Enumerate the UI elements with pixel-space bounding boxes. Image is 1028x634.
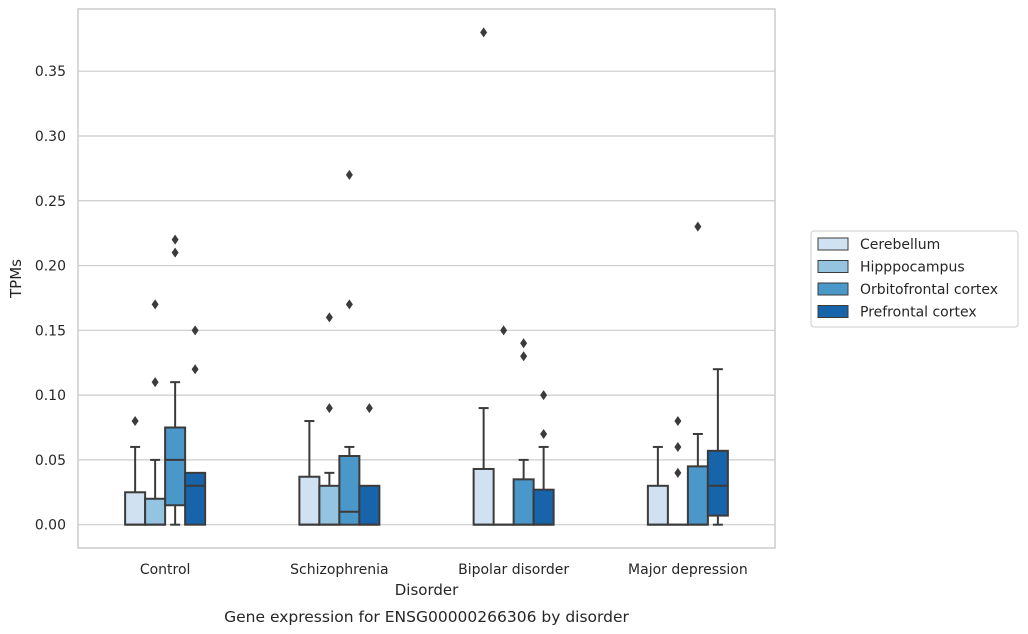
box-cerebellum: [646, 445, 669, 526]
y-tick-labels: 0.00 0.05 0.10 0.15 0.20 0.25 0.30 0.35: [35, 64, 66, 533]
outlier-point: [674, 441, 682, 452]
outlier-point: [694, 221, 702, 232]
x-tick-label: Schizophrenia: [290, 562, 388, 578]
box-body: [706, 449, 729, 517]
box-body: [184, 471, 207, 526]
outlier-point: [540, 390, 548, 401]
box-body: [124, 491, 147, 526]
legend: Cerebellum Hipppocampus Orbitofrontal cort…: [810, 230, 1019, 328]
y-tick-label: 0.05: [35, 453, 66, 469]
y-axis-label: TPMs: [7, 259, 25, 299]
x-tick-labels: Control Schizophrenia Bipolar disorder Majo…: [140, 562, 748, 578]
outlier-point: [674, 416, 682, 427]
outlier-point: [325, 403, 333, 414]
outlier-point: [365, 403, 373, 414]
box-cerebellum: [124, 416, 147, 526]
box-body: [646, 484, 669, 526]
outlier-point: [345, 169, 353, 180]
box-body: [686, 465, 709, 526]
y-tick-label: 0.30: [35, 129, 66, 145]
legend-label: Hipppocampus: [860, 260, 965, 276]
outlier-point: [131, 416, 139, 427]
x-tick-label: Bipolar disorder: [458, 562, 569, 578]
legend-label: Orbitofrontal cortex: [860, 282, 998, 298]
box-body: [512, 478, 535, 526]
legend-items: Cerebellum Hipppocampus Orbitofrontal cort…: [817, 237, 998, 321]
box-prefrontal-cortex: [358, 403, 381, 526]
legend-label: Cerebellum: [860, 237, 940, 253]
box-body: [298, 475, 321, 526]
y-tick-label: 0.25: [35, 194, 66, 210]
box-orbitofrontal-cortex: [686, 221, 709, 526]
y-tick-label: 0.15: [35, 323, 66, 339]
box-orbitofrontal-cortex: [512, 338, 535, 526]
plot-frame: [77, 8, 776, 549]
legend-swatch: [817, 282, 849, 296]
box-prefrontal-cortex: [532, 390, 555, 526]
x-tick-label: Control: [140, 562, 191, 578]
box-body: [164, 426, 187, 507]
box-hipppocampus: [318, 312, 341, 526]
box-hipppocampus: [492, 325, 515, 526]
legend-frame: [810, 230, 1019, 328]
box-body: [532, 488, 555, 526]
box-hipppocampus: [144, 299, 167, 526]
outlier-point: [151, 377, 159, 388]
outlier-point: [674, 467, 682, 478]
y-tick-label: 0.35: [35, 64, 66, 80]
chart-caption: Gene expression for ENSG00000266306 by d…: [224, 608, 629, 626]
outlier-point: [345, 299, 353, 310]
box-cerebellum: [472, 27, 495, 526]
box-body: [472, 467, 495, 526]
box-body: [318, 484, 341, 526]
box-series: [124, 27, 729, 526]
outlier-point: [325, 312, 333, 323]
box-body: [144, 497, 167, 526]
y-tick-label: 0.00: [35, 518, 66, 534]
box-orbitofrontal-cortex: [338, 169, 361, 526]
outlier-point: [480, 27, 488, 38]
box-orbitofrontal-cortex: [164, 234, 187, 526]
x-tick-label: Major depression: [628, 562, 748, 578]
legend-label: Prefrontal cortex: [860, 305, 977, 321]
box-prefrontal-cortex: [184, 325, 207, 526]
y-tick-label: 0.20: [35, 259, 66, 275]
outlier-point: [540, 428, 548, 439]
box-prefrontal-cortex: [706, 368, 729, 526]
x-axis-label: Disorder: [395, 581, 459, 599]
outlier-point: [191, 364, 199, 375]
outlier-point: [191, 325, 199, 336]
y-tick-label: 0.10: [35, 388, 66, 404]
legend-swatch: [817, 260, 849, 273]
outlier-point: [500, 325, 508, 336]
box-hipppocampus: [666, 416, 689, 526]
outlier-point: [520, 338, 528, 349]
legend-swatch: [817, 305, 849, 318]
outlier-point: [520, 351, 528, 362]
outlier-point: [171, 234, 179, 245]
outlier-point: [151, 299, 159, 310]
outlier-point: [171, 247, 179, 258]
box-body: [358, 484, 381, 526]
box-cerebellum: [298, 420, 321, 526]
box-body: [338, 455, 361, 526]
legend-swatch: [817, 237, 849, 251]
